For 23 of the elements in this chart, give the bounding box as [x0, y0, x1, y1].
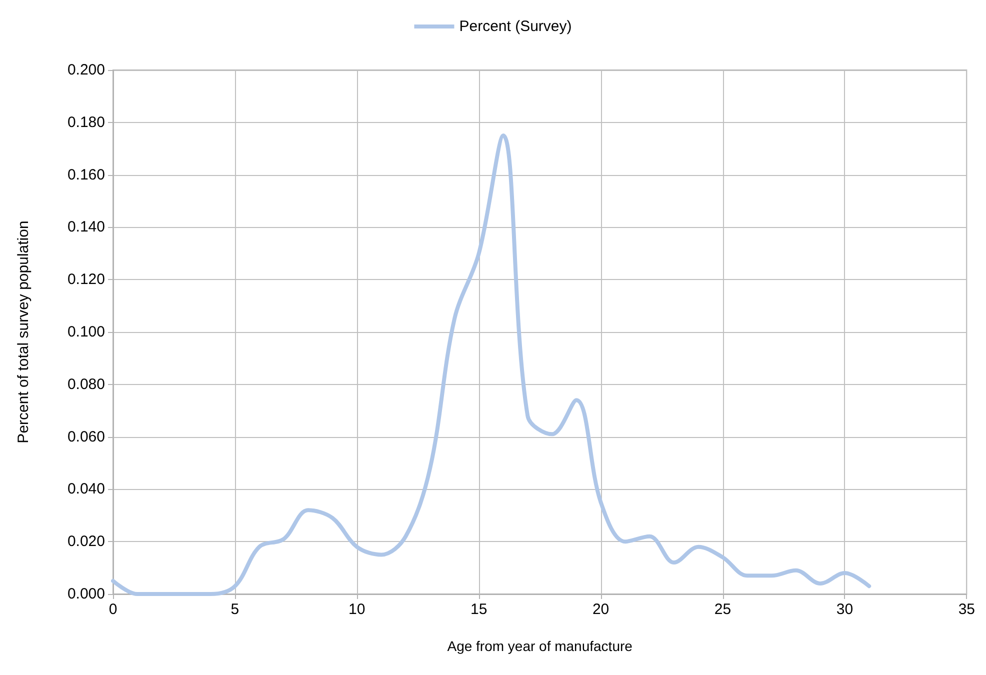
legend-label: Percent (Survey) [459, 18, 572, 35]
y-tick-label: 0.040 [67, 480, 105, 498]
y-tick-label: 0.200 [67, 62, 105, 78]
y-tick-label: 0.000 [67, 586, 105, 602]
x-tick-label: 10 [348, 601, 366, 618]
line-series [111, 134, 872, 596]
y-tick-label: 0.080 [67, 376, 105, 393]
x-tick-label: 20 [592, 601, 610, 618]
x-axis-title: Age from year of manufacture [447, 638, 633, 654]
y-tick-label: 0.180 [67, 114, 105, 131]
y-tick-label: 0.100 [67, 324, 105, 340]
y-tick-label: 0.140 [67, 218, 105, 236]
x-tick-label: 15 [470, 601, 488, 618]
y-tick-label: 0.160 [67, 166, 105, 184]
x-tick-label: 0 [108, 601, 118, 618]
y-tick-label: 0.060 [67, 428, 105, 446]
y-tick-label: 0.020 [67, 533, 105, 550]
x-tick-label: 25 [714, 601, 732, 618]
y-tick-label: 0.120 [67, 271, 105, 288]
x-tick-label: 30 [836, 601, 854, 618]
x-tick-label: 35 [958, 601, 975, 618]
y-axis-title: Percent of total survey population [15, 220, 32, 444]
x-tick-label: 5 [230, 601, 240, 618]
